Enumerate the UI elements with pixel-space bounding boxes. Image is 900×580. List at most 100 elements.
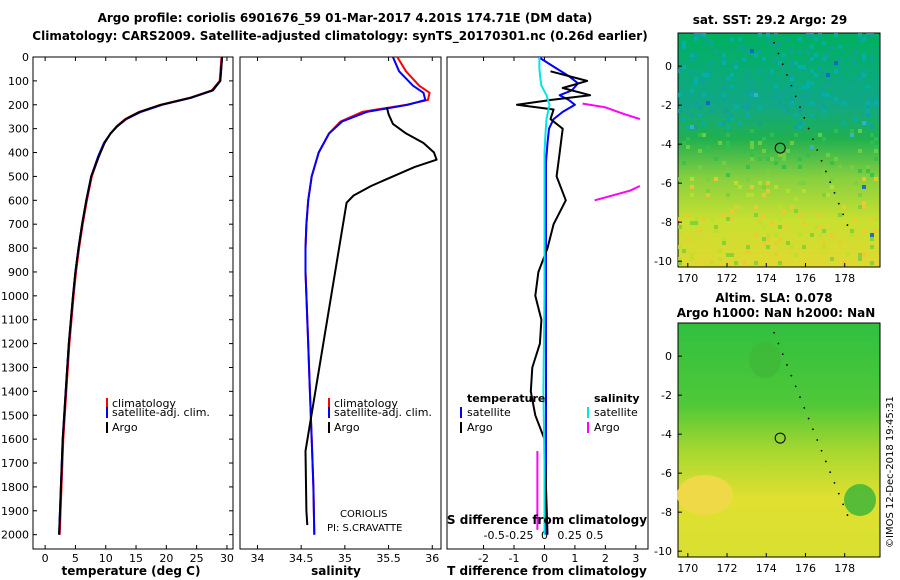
float-track-dot	[803, 406, 806, 409]
difference-plot-frame	[446, 56, 649, 550]
sst-cell	[738, 37, 742, 41]
sst-cell	[822, 105, 826, 109]
map-y-tick-label: 0	[665, 60, 672, 73]
sst-cell	[786, 37, 790, 41]
sst-cell	[746, 165, 750, 169]
sst-cell	[778, 225, 782, 229]
legend-t-argo: Argo	[467, 421, 493, 434]
s-diff-tick-label: 0.5	[586, 529, 604, 542]
sst-cell	[826, 153, 830, 157]
depth-tick-label: 2000	[1, 529, 29, 542]
sst-cell	[746, 245, 750, 249]
sst-cell	[790, 205, 794, 209]
sst-cell	[738, 185, 742, 189]
x-tick-label: 36	[425, 552, 439, 565]
depth-tick-label: 1100	[1, 314, 29, 327]
sst-cell	[746, 77, 750, 81]
sst-cell	[770, 41, 774, 45]
sst-cell	[730, 217, 734, 221]
sst-cell	[798, 49, 802, 53]
sst-cell	[858, 169, 862, 173]
sst-cell	[698, 105, 702, 109]
sst-cell	[758, 141, 762, 145]
stamp-pi: PI: S.CRAVATTE	[327, 523, 402, 534]
sst-cell	[690, 69, 694, 73]
sst-cell	[694, 33, 698, 37]
series-line-t-satellite	[537, 56, 579, 535]
sst-cell	[762, 149, 766, 153]
sst-cell	[786, 241, 790, 245]
map-x-tick-label: 172	[717, 562, 738, 575]
series-line-s-argo	[582, 102, 641, 121]
sst-cell	[814, 209, 818, 213]
sst-cell	[698, 113, 702, 117]
sst-cell	[778, 153, 782, 157]
sst-cell	[726, 145, 730, 149]
sst-cell	[826, 73, 830, 77]
sst-cell	[786, 149, 790, 153]
x-tick-label: 35.5	[376, 552, 401, 565]
sst-cell	[702, 217, 706, 221]
sst-cell	[798, 121, 802, 125]
sst-cell	[722, 109, 726, 113]
sst-cell	[738, 205, 742, 209]
sst-cell	[706, 69, 710, 73]
series-line-satellite-adj-clim-	[304, 56, 427, 535]
sst-cell	[706, 193, 710, 197]
sst-cell	[838, 45, 842, 49]
sst-cell	[722, 237, 726, 241]
sst-cell	[758, 221, 762, 225]
map-y-tick-label: -10	[654, 255, 672, 268]
sst-cell	[714, 229, 718, 233]
float-track-dot	[816, 439, 819, 441]
sst-cell	[806, 49, 810, 53]
sst-cell	[874, 101, 878, 105]
sst-cell	[790, 97, 794, 101]
sst-cell	[822, 109, 826, 113]
sst-cell	[806, 93, 810, 97]
series-line-s-argo-deep	[594, 185, 641, 202]
sst-cell	[746, 193, 750, 197]
depth-tick-label: 1900	[1, 505, 29, 518]
sst-cell	[698, 33, 702, 37]
sst-cell	[686, 237, 690, 241]
sst-cell	[750, 185, 754, 189]
sst-cell	[726, 125, 730, 129]
depth-tick-label: 400	[8, 147, 29, 160]
sst-cell	[690, 257, 694, 261]
sst-cell	[690, 221, 694, 225]
float-track-dot	[773, 41, 775, 44]
sst-cell	[714, 225, 718, 229]
x-tick-label: 35	[338, 552, 352, 565]
sst-cell	[706, 177, 710, 181]
depth-tick-label: 500	[8, 170, 29, 183]
depth-tick-label: 0	[22, 51, 29, 64]
sst-cell	[862, 253, 866, 257]
depth-tick-label: 1000	[1, 290, 29, 303]
sst-cell	[858, 37, 862, 41]
difference-x-axis: -2 -1 0 1 2 3	[478, 57, 639, 565]
sst-cell	[874, 217, 878, 221]
legend-climatology: climatology	[112, 397, 176, 410]
sst-cell	[814, 53, 818, 57]
sst-cell	[722, 121, 726, 125]
sst-cell	[802, 189, 806, 193]
sst-cell	[770, 221, 774, 225]
sst-cell	[786, 109, 790, 113]
sst-cell	[758, 69, 762, 73]
legend-temperature-title: temperature	[467, 392, 545, 405]
sst-cell	[798, 213, 802, 217]
sst-cell	[686, 213, 690, 217]
sst-cell	[874, 177, 878, 181]
argo-position-marker	[774, 142, 786, 154]
sst-cell	[870, 97, 874, 101]
sst-cell	[702, 133, 706, 137]
sst-cell	[794, 133, 798, 137]
depth-tick-label: 100	[8, 75, 29, 88]
sst-cell	[814, 37, 818, 41]
sst-cell	[746, 89, 750, 93]
sst-cell	[750, 141, 754, 145]
sst-cell	[810, 45, 814, 49]
sst-cell	[802, 85, 806, 89]
sst-cell	[790, 73, 794, 77]
